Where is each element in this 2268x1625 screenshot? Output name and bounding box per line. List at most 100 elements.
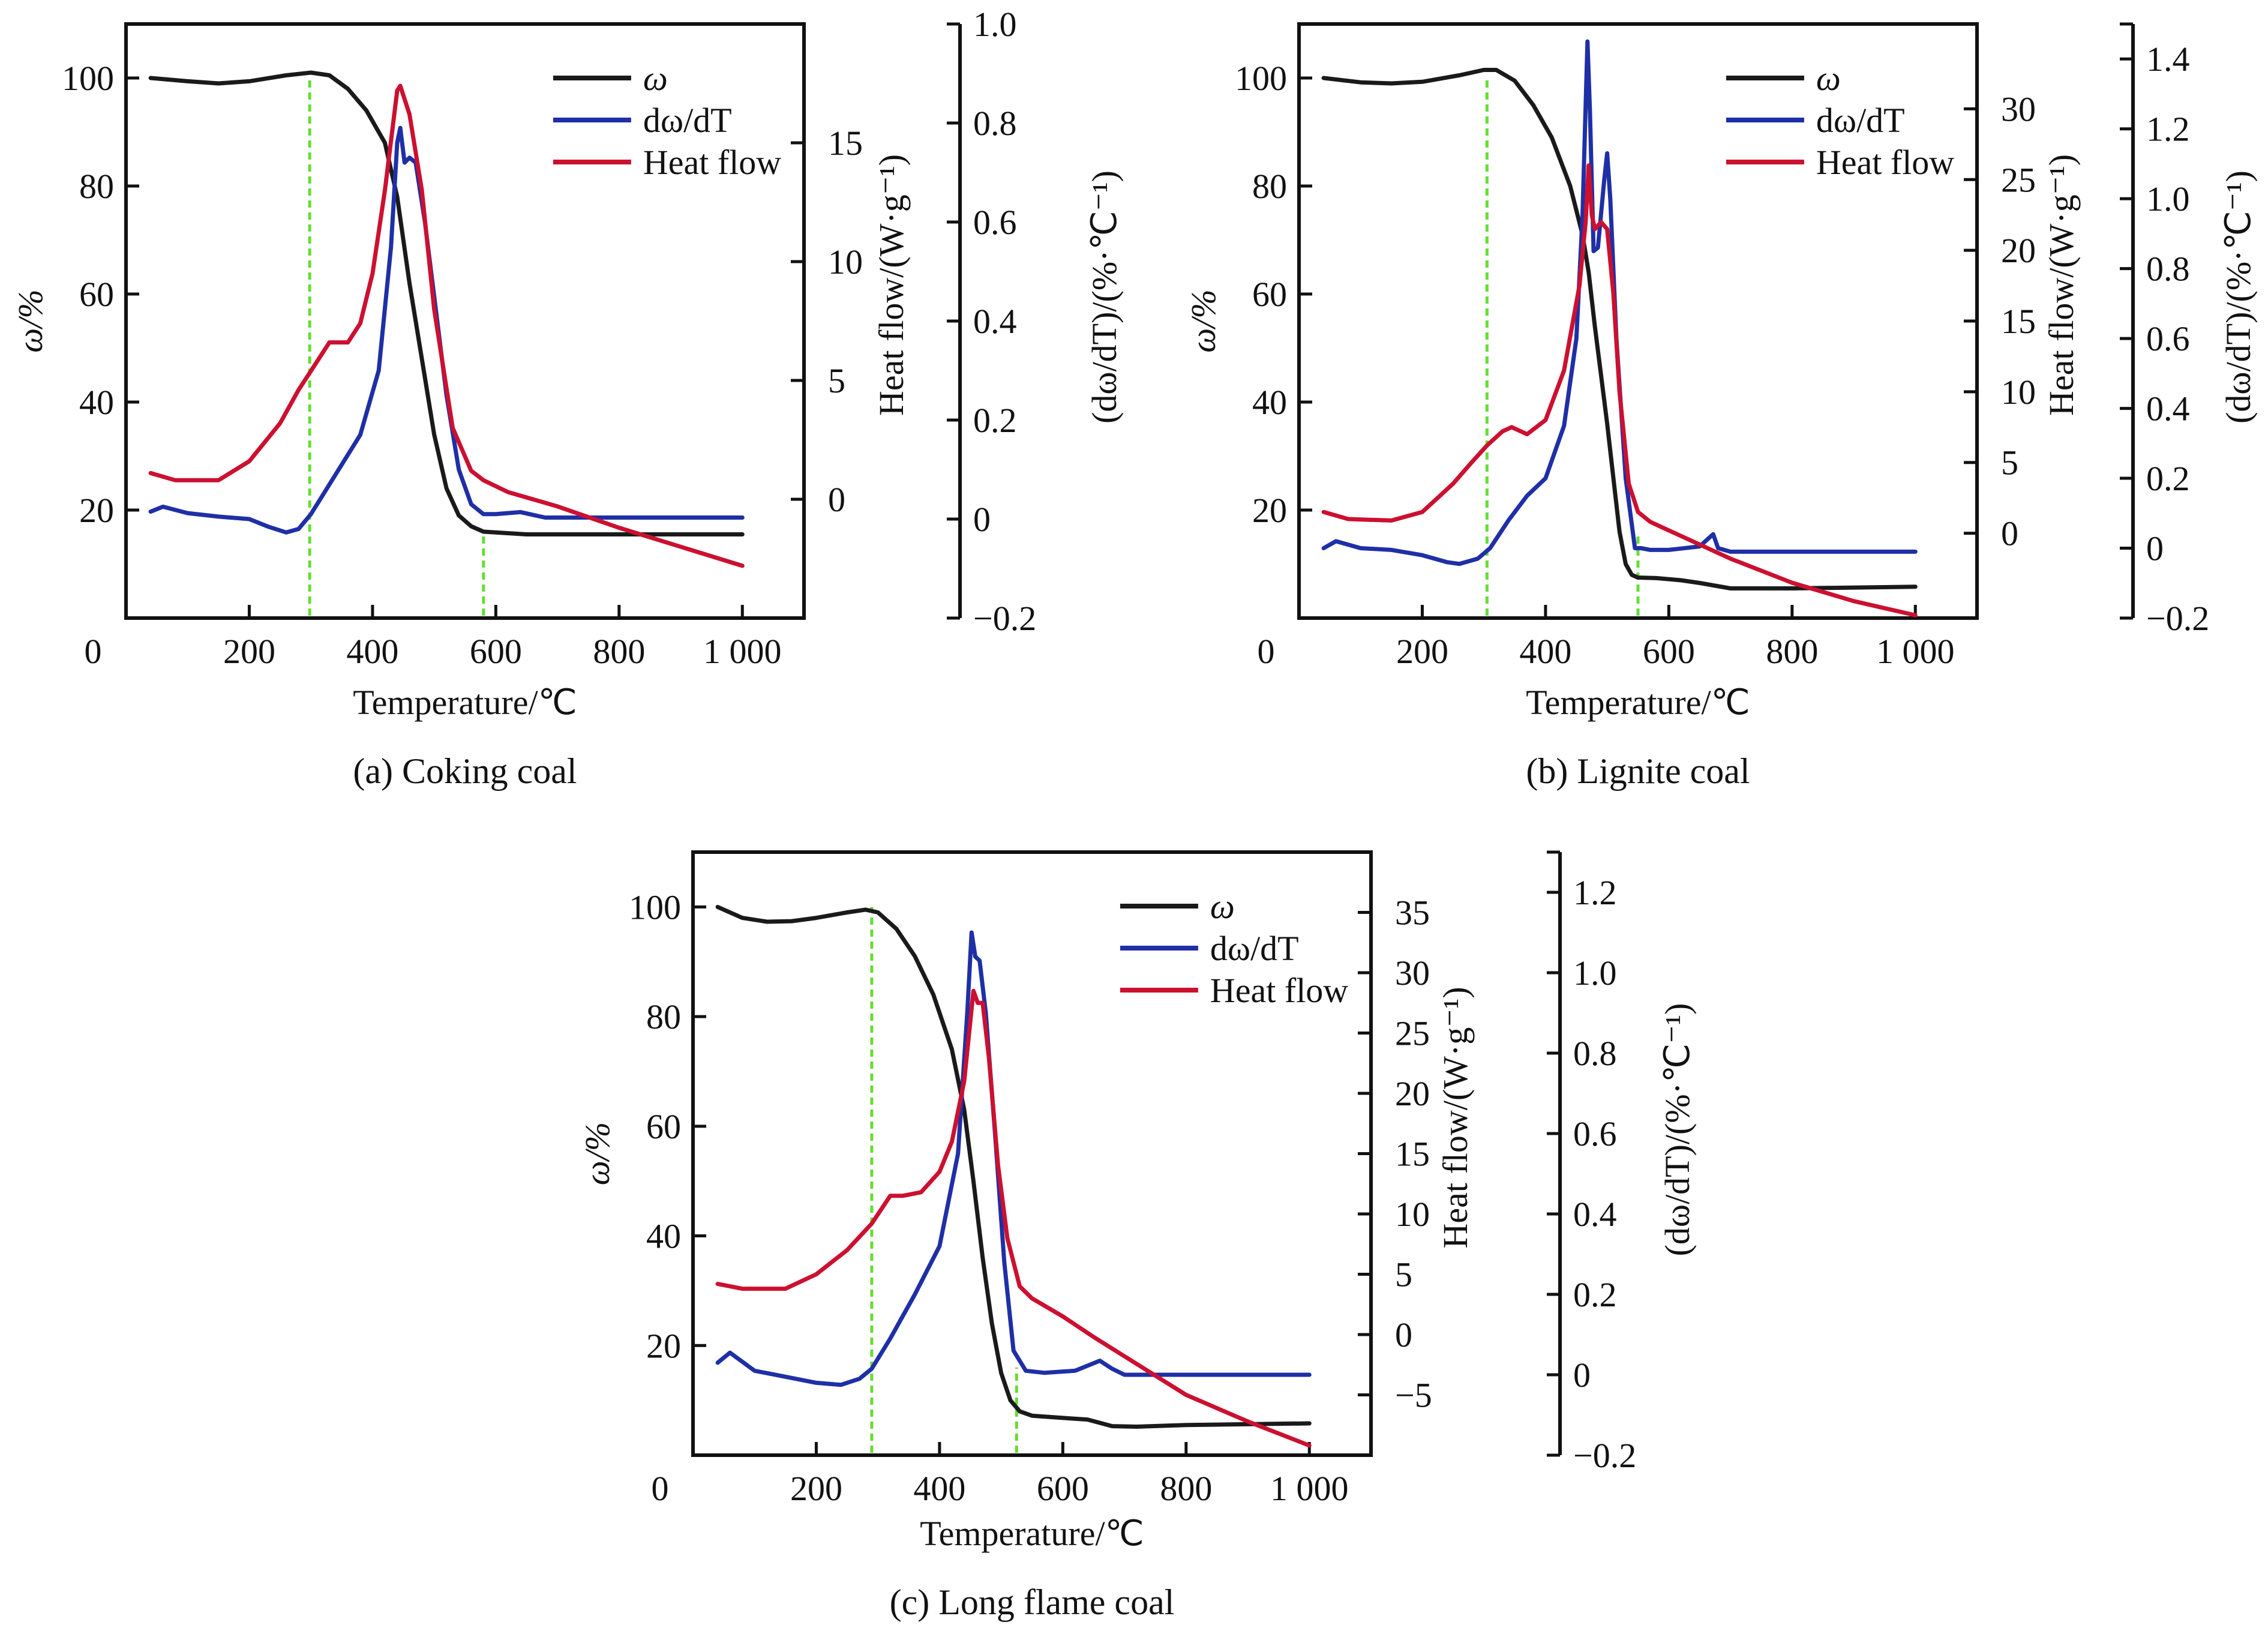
y-left-tick-label: 20 [646, 1326, 681, 1365]
panel-caption: (c) Long flame coal [890, 1582, 1175, 1622]
heat-flow-tick-label: 10 [1395, 1195, 1430, 1234]
y-left-axis-title: ω/% [578, 1122, 617, 1185]
legend-label: ω [1816, 59, 1841, 98]
heat-flow-tick-label: 0 [1395, 1315, 1412, 1354]
dwdt-tick-label: 1.0 [2146, 179, 2190, 218]
legend-label: Heat flow [643, 143, 781, 182]
dwdt-tick-label: 0 [1573, 1356, 1591, 1395]
y-left-tick-label: 80 [1252, 167, 1287, 206]
x-axis-title: Temperature/℃ [353, 683, 577, 722]
dwdt-tick-label: 0.4 [2146, 389, 2190, 428]
omega-curve [715, 904, 1312, 1429]
dwdt-tick-label: −0.2 [2146, 599, 2209, 638]
legend-item-dwdt: dω/dT [553, 101, 732, 140]
heat-flow-tick-label: 0 [828, 480, 845, 519]
panel-caption: (b) Lignite coal [1526, 751, 1750, 791]
heat-flow-tick-label: 15 [2001, 302, 2036, 341]
legend-label: dω/dT [643, 101, 732, 140]
x-tick-label: 1 000 [1270, 1469, 1349, 1508]
heat-flow-axis-title: Heat flow/(W·g⁻¹) [1436, 987, 1475, 1248]
dwdt-tick-label: 1.0 [1573, 954, 1617, 993]
y-left-tick-label: 60 [1252, 275, 1287, 314]
x-tick-label: 400 [1519, 632, 1571, 671]
legend-label: Heat flow [1816, 143, 1954, 182]
y-left-tick-label: 20 [79, 491, 114, 530]
heat-flow-tick-label: 25 [1395, 1014, 1430, 1053]
heat-flow-tick-label: 5 [828, 361, 845, 400]
y-left-axis-title: ω/% [11, 289, 50, 352]
heat-flow-curve [715, 988, 1312, 1448]
y-left-tick-label: 40 [1252, 383, 1287, 422]
dwdt-tick-label: 0.2 [973, 401, 1017, 440]
y-left-tick-label: 80 [646, 997, 681, 1036]
x-tick-label: 0 [1258, 632, 1275, 671]
panel-caption: (a) Coking coal [353, 751, 577, 791]
panel-coking-coal: 0 200 400 600 800 1 00020406080100051015−0.20… [11, 5, 1124, 791]
dwdt-curve [715, 930, 1312, 1387]
heat-flow-tick-label: 30 [2001, 89, 2036, 128]
heat-flow-tick-label: 0 [2001, 514, 2018, 553]
dwdt-tick-label: 0.4 [973, 302, 1017, 341]
heat-flow-tick-label: 15 [828, 124, 863, 163]
legend-label: dω/dT [1816, 101, 1905, 140]
dwdt-tick-label: 0.6 [973, 203, 1017, 242]
dwdt-tick-label: 1.2 [1573, 873, 1617, 912]
x-tick-label: 200 [223, 632, 275, 671]
heat-flow-curve [1321, 163, 1918, 617]
legend-item-dwdt: dω/dT [1726, 101, 1905, 140]
heat-flow-tick-label: 20 [2001, 231, 2036, 270]
x-axis-title: Temperature/℃ [920, 1514, 1144, 1553]
x-tick-label: 0 [85, 632, 102, 671]
y-left-tick-label: 20 [1252, 491, 1287, 530]
heat-flow-tick-label: 20 [1395, 1074, 1430, 1113]
x-tick-label: 1 000 [703, 632, 782, 671]
x-tick-label: 600 [1643, 632, 1695, 671]
dwdt-tick-label: 1.4 [2146, 40, 2190, 79]
dwdt-tick-label: −0.2 [973, 599, 1036, 638]
x-tick-label: 1 000 [1876, 632, 1955, 671]
dwdt-tick-label: 0.2 [1573, 1275, 1617, 1314]
x-tick-label: 200 [1396, 632, 1448, 671]
heat-flow-curve [148, 83, 745, 568]
y-left-tick-label: 60 [79, 275, 114, 314]
heat-flow-tick-label: 25 [2001, 160, 2036, 199]
dwdt-tick-label: 1.2 [2146, 110, 2190, 149]
dwdt-curve [1321, 39, 1918, 566]
y-left-axis-title: ω/% [1184, 289, 1223, 352]
heat-flow-tick-label: 10 [828, 242, 863, 281]
dwdt-tick-label: 0.6 [1573, 1114, 1617, 1153]
legend-label: dω/dT [1210, 929, 1299, 968]
x-axis-title: Temperature/℃ [1526, 683, 1750, 722]
x-tick-label: 600 [470, 632, 522, 671]
dwdt-axis-title: (dω/dT)/(%·℃⁻¹) [2219, 170, 2258, 424]
panel-long-flame-coal: 0 200 400 600 800 1 000 20 40 60 80 100 −5 0 5 10 15 20 2… [578, 850, 1697, 1622]
x-tick-label: 400 [346, 632, 398, 671]
y-left-tick-label: 100 [1235, 59, 1287, 98]
legend-label: Heat flow [1210, 971, 1348, 1010]
heat-flow-tick-label: 15 [1395, 1135, 1430, 1174]
x-tick-label: 0 [652, 1469, 669, 1508]
heat-flow-tick-label: 5 [1395, 1255, 1412, 1294]
y-left-tick-label: 60 [646, 1107, 681, 1146]
dwdt-tick-label: 0 [973, 500, 991, 539]
legend-item-heat-flow: Heat flow [1726, 143, 1954, 182]
x-tick-label: 200 [790, 1469, 842, 1508]
dwdt-tick-label: 0.8 [2146, 250, 2190, 289]
legend-item-omega: ω [553, 59, 668, 98]
legend-item-heat-flow: Heat flow [553, 143, 781, 182]
legend-item-omega: ω [1120, 887, 1235, 926]
heat-flow-tick-label: 5 [2001, 443, 2018, 482]
heat-flow-axis-title: Heat flow/(W·g⁻¹) [872, 154, 911, 416]
heat-flow-tick-label: 30 [1395, 954, 1430, 993]
x-tick-label: 400 [913, 1469, 965, 1508]
dwdt-tick-label: 0.8 [973, 104, 1017, 143]
dwdt-tick-label: 1.0 [973, 5, 1017, 44]
heat-flow-tick-label: 10 [2001, 373, 2036, 412]
y-left-tick-label: 40 [646, 1217, 681, 1256]
y-left-tick-label: 100 [629, 888, 681, 927]
panel-lignite-coal: 0 200 400 600 800 1 0002040608010005101520253… [1184, 22, 2258, 791]
x-tick-label: 800 [1160, 1469, 1212, 1508]
heat-flow-axis-title: Heat flow/(W·g⁻¹) [2042, 154, 2081, 416]
dwdt-tick-label: 0.2 [2146, 459, 2190, 498]
